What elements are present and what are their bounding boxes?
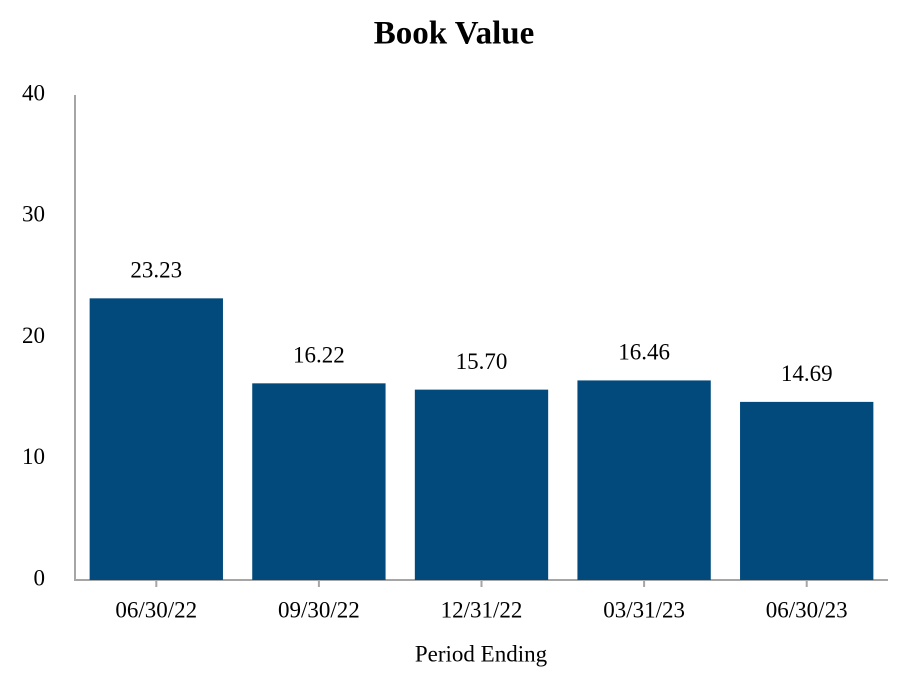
bar — [740, 401, 874, 580]
x-tick-label: 06/30/23 — [766, 597, 848, 622]
y-tick-label: 0 — [34, 565, 46, 590]
x-tick-label: 06/30/22 — [115, 597, 197, 622]
value-label: 15.70 — [456, 349, 508, 374]
bar — [252, 383, 386, 580]
value-label: 16.46 — [618, 340, 670, 365]
bar — [414, 389, 549, 580]
chart-title: Book Value — [374, 16, 535, 52]
y-tick-label: 20 — [22, 323, 45, 348]
value-label: 16.22 — [293, 343, 345, 368]
value-label: 14.69 — [781, 361, 833, 386]
y-tick-label: 40 — [22, 80, 45, 105]
x-axis-label: Period Ending — [415, 641, 548, 666]
value-label: 23.23 — [130, 258, 182, 283]
x-tick-label: 03/31/23 — [603, 597, 685, 622]
bar — [89, 298, 223, 580]
x-tick-label: 12/31/22 — [441, 597, 523, 622]
y-tick-label: 10 — [22, 444, 45, 469]
bar — [577, 380, 711, 580]
y-tick-label: 30 — [22, 202, 45, 227]
x-tick-label: 09/30/22 — [278, 597, 360, 622]
